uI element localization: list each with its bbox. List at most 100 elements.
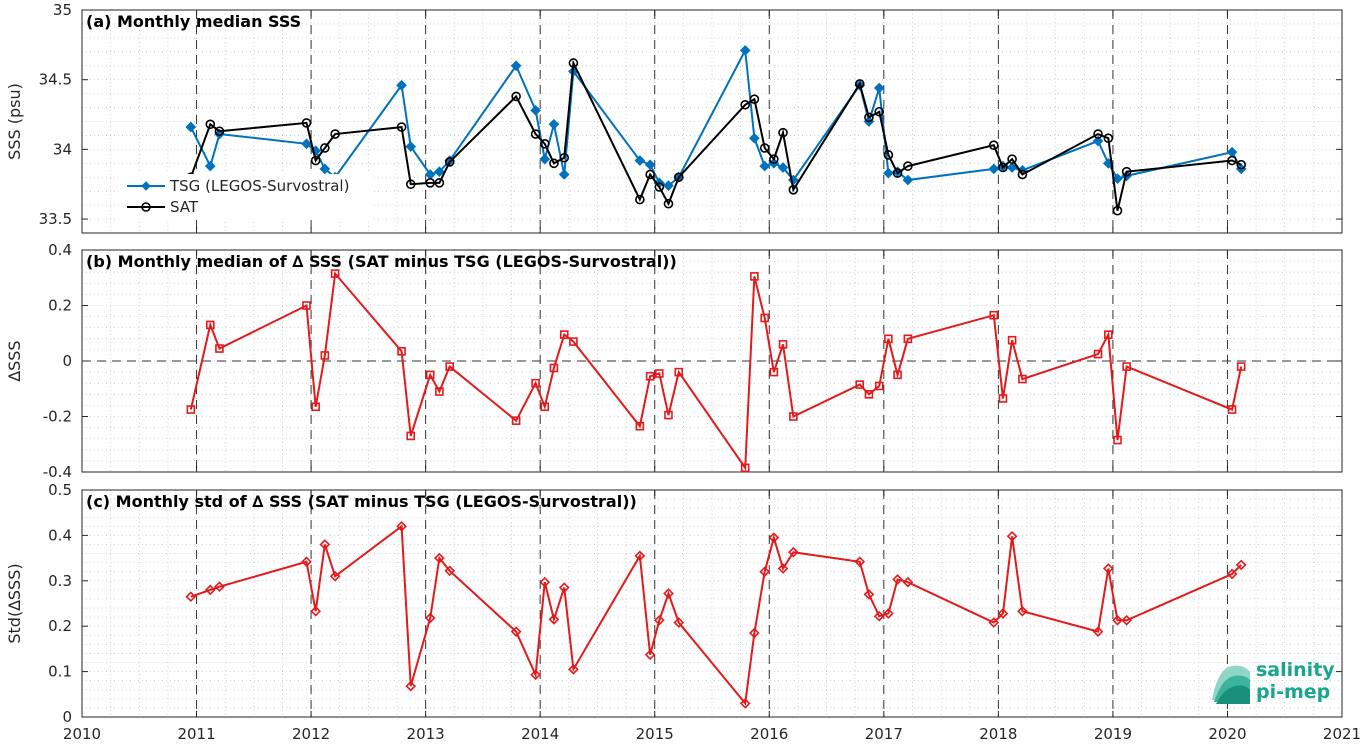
data-point (1103, 133, 1114, 144)
data-point (434, 178, 445, 188)
data-point (530, 669, 541, 681)
data-point (396, 79, 407, 91)
data-point (445, 362, 454, 371)
data-point (903, 161, 913, 171)
data-point (873, 610, 885, 622)
data-point (635, 421, 645, 431)
legend-label: TSG (LEGOS-Survostral) (169, 177, 349, 195)
y-tick-label: 34.5 (39, 71, 72, 89)
data-point (530, 129, 541, 139)
y-tick-label: 0.4 (48, 241, 72, 259)
y-tick-label: 33.5 (39, 210, 72, 228)
data-point (405, 680, 417, 692)
data-point (1236, 362, 1246, 371)
data-point (740, 99, 751, 110)
data-point (558, 169, 570, 180)
data-point (558, 582, 570, 593)
data-point (864, 112, 874, 123)
legend-marker (141, 202, 151, 212)
data-point (673, 172, 684, 183)
data-point (330, 269, 340, 278)
data-point (205, 119, 216, 130)
y-tick-label: -0.4 (43, 463, 72, 481)
data-point (329, 570, 341, 582)
data-point (1006, 530, 1018, 542)
data-point (787, 546, 799, 558)
data-point (406, 431, 416, 441)
data-point (673, 617, 685, 628)
data-point (301, 556, 312, 568)
data-point (302, 301, 311, 310)
data-point (319, 539, 331, 550)
data-point (892, 574, 903, 585)
data-point (511, 91, 521, 102)
data-point (444, 565, 456, 577)
x-tick-label: 2016 (750, 725, 788, 743)
data-point (1104, 330, 1113, 339)
y-tick-label: 0.2 (48, 617, 72, 635)
data-point (902, 576, 914, 588)
data-point (883, 167, 894, 179)
data-point (788, 184, 799, 195)
y-tick-label: 0.2 (48, 297, 72, 315)
data-point (1092, 135, 1104, 147)
data-point (396, 520, 407, 532)
data-point (539, 576, 551, 588)
data-point (539, 153, 551, 165)
data-point (998, 162, 1008, 173)
waves-icon (1212, 665, 1250, 704)
x-tick-label: 2021 (1323, 725, 1361, 743)
data-point (320, 143, 330, 153)
data-point (769, 154, 779, 164)
data-point (548, 118, 560, 130)
x-tick-label: 2015 (636, 725, 674, 743)
data-point (214, 581, 225, 593)
y-axis-label: SSS (psu) (5, 83, 24, 160)
data-point (749, 627, 760, 639)
data-point (425, 178, 436, 188)
data-point (549, 363, 559, 373)
data-point (777, 162, 789, 173)
data-point (539, 139, 550, 149)
data-point (769, 367, 779, 377)
data-point (634, 155, 646, 166)
data-point (435, 387, 444, 396)
panel-title: (a) Monthly median SSS (86, 12, 301, 31)
data-point (434, 552, 445, 564)
data-point (330, 129, 340, 139)
data-point (1236, 159, 1246, 170)
y-tick-label: 0 (62, 352, 72, 370)
data-point (740, 463, 750, 473)
data-point (1093, 129, 1103, 139)
series-1 (186, 269, 1246, 473)
data-point (749, 94, 760, 104)
legend-marker (141, 181, 151, 191)
y-axis-label: ∆SSS (5, 340, 24, 382)
data-point (874, 381, 884, 391)
data-point (893, 370, 902, 380)
data-point (185, 121, 197, 133)
data-point (186, 405, 196, 414)
data-point (663, 198, 674, 209)
data-point (1006, 162, 1018, 173)
x-tick-label: 2010 (63, 725, 101, 743)
data-point (396, 122, 407, 132)
data-point (568, 58, 579, 68)
data-point (778, 340, 788, 349)
data-point (310, 605, 322, 617)
data-point (1113, 435, 1122, 445)
data-point (739, 698, 751, 709)
data-point (320, 351, 330, 360)
data-point (635, 194, 645, 205)
data-point (1226, 568, 1238, 580)
data-point (760, 313, 769, 323)
y-tick-label: 0.1 (48, 663, 72, 681)
data-point (215, 344, 224, 353)
axes-frame (81, 9, 1343, 234)
data-point (997, 608, 1009, 619)
x-tick-label: 2018 (979, 725, 1017, 743)
data-point (789, 412, 798, 421)
data-point (1121, 166, 1132, 177)
data-point (540, 402, 550, 412)
data-point (873, 82, 885, 94)
